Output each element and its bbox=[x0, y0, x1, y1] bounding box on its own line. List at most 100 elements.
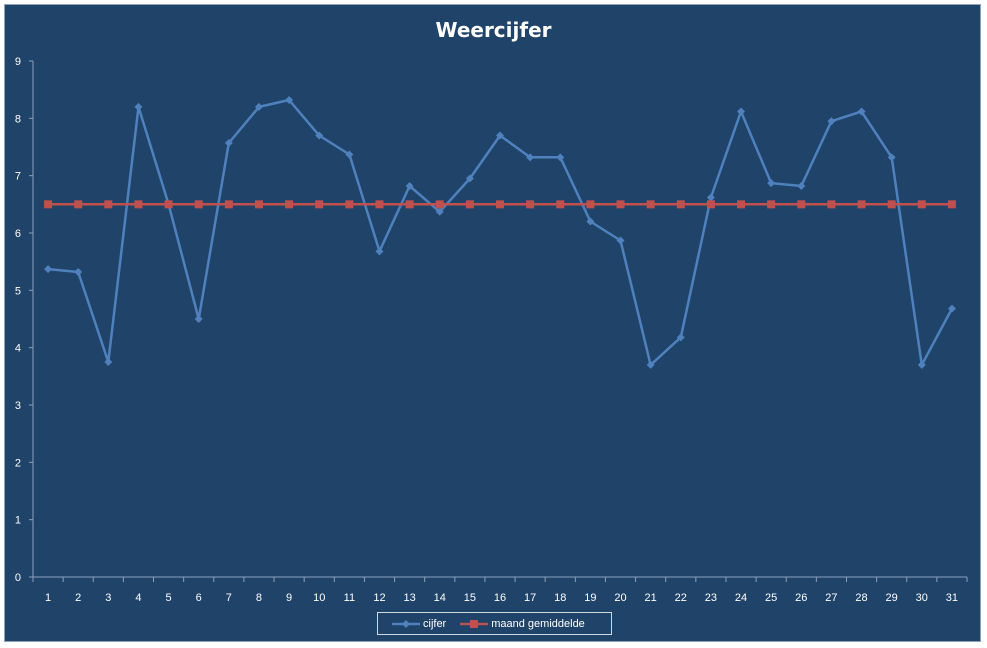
x-tick-label: 20 bbox=[614, 592, 626, 604]
data-point bbox=[737, 107, 746, 116]
data-point bbox=[104, 200, 113, 209]
x-tick-label: 24 bbox=[735, 592, 747, 604]
data-point bbox=[375, 200, 384, 209]
data-point bbox=[556, 153, 565, 162]
data-point bbox=[285, 95, 294, 104]
data-point bbox=[405, 200, 414, 209]
data-point bbox=[254, 102, 263, 111]
data-point bbox=[857, 200, 866, 209]
chart-title: Weercijfer bbox=[435, 18, 552, 42]
data-point bbox=[375, 247, 384, 256]
y-tick-label: 7 bbox=[15, 171, 21, 183]
chart-area bbox=[4, 4, 981, 642]
y-tick-label: 8 bbox=[15, 113, 21, 125]
data-point bbox=[104, 358, 113, 366]
y-tick-label: 4 bbox=[15, 343, 21, 355]
data-point bbox=[586, 217, 595, 226]
data-point bbox=[947, 304, 956, 313]
legend-label-cijfer: cijfer bbox=[423, 617, 447, 630]
data-point bbox=[526, 153, 535, 162]
x-tick-label: 1 bbox=[45, 592, 51, 604]
x-tick-label: 16 bbox=[494, 592, 506, 604]
data-point bbox=[194, 200, 203, 209]
data-point bbox=[74, 267, 83, 276]
data-point bbox=[496, 200, 504, 209]
x-tick-label: 28 bbox=[855, 592, 867, 604]
x-tick-label: 4 bbox=[135, 592, 141, 604]
data-point bbox=[224, 138, 233, 147]
x-tick-label: 7 bbox=[226, 592, 232, 604]
data-point bbox=[917, 360, 926, 369]
data-point bbox=[767, 179, 776, 188]
x-tick-label: 31 bbox=[946, 592, 958, 604]
data-point bbox=[74, 200, 83, 209]
legend-item-cijfer: cijfer bbox=[392, 618, 446, 630]
data-point bbox=[315, 200, 324, 209]
data-point bbox=[706, 193, 715, 202]
data-point bbox=[887, 200, 896, 209]
data-point bbox=[646, 360, 655, 369]
x-tick-label: 14 bbox=[434, 592, 446, 604]
data-point bbox=[44, 200, 53, 209]
legend-swatch-maand-gemiddelde bbox=[460, 619, 489, 628]
x-tick-label: 3 bbox=[105, 592, 111, 604]
data-point bbox=[616, 200, 625, 209]
data-point bbox=[737, 200, 746, 209]
data-point bbox=[676, 200, 685, 209]
data-point bbox=[767, 200, 776, 209]
data-point bbox=[586, 200, 595, 209]
data-point bbox=[857, 107, 866, 116]
legend: cijfer maand gemiddelde bbox=[377, 612, 612, 635]
data-point bbox=[164, 200, 173, 209]
legend-item-maand-gemiddelde: maand gemiddelde bbox=[460, 618, 585, 630]
data-point bbox=[887, 153, 896, 162]
x-tick-label: 17 bbox=[524, 592, 536, 604]
data-point bbox=[465, 174, 474, 183]
data-point bbox=[947, 200, 956, 209]
x-tick-label: 27 bbox=[825, 592, 837, 604]
x-tick-label: 9 bbox=[286, 592, 292, 604]
x-tick-label: 18 bbox=[554, 592, 566, 604]
data-point bbox=[435, 207, 444, 216]
x-tick-label: 21 bbox=[645, 592, 657, 604]
data-point bbox=[676, 333, 685, 342]
data-point bbox=[435, 200, 444, 209]
legend-swatch-cijfer bbox=[392, 619, 420, 628]
x-tick-label: 15 bbox=[464, 592, 476, 604]
x-tick-label: 8 bbox=[256, 592, 262, 604]
data-point bbox=[917, 200, 926, 209]
data-point bbox=[44, 265, 53, 274]
y-tick-label: 9 bbox=[15, 56, 21, 68]
data-point bbox=[345, 200, 354, 209]
data-point bbox=[405, 181, 414, 190]
data-point bbox=[827, 200, 836, 209]
legend-label-maand-gemiddelde: maand gemiddelde bbox=[491, 617, 585, 630]
data-point bbox=[646, 200, 655, 209]
data-point bbox=[526, 200, 535, 209]
y-tick-label: 1 bbox=[15, 515, 21, 527]
x-tick-label: 6 bbox=[196, 592, 202, 604]
data-point bbox=[797, 181, 806, 190]
data-point bbox=[315, 131, 324, 140]
data-point bbox=[706, 200, 715, 209]
x-tick-label: 2 bbox=[75, 592, 81, 604]
x-tick-label: 12 bbox=[373, 592, 385, 604]
x-tick-label: 10 bbox=[313, 592, 325, 604]
data-point bbox=[254, 200, 263, 209]
x-tick-label: 19 bbox=[584, 592, 596, 604]
x-tick-label: 13 bbox=[403, 592, 415, 604]
data-point bbox=[465, 200, 474, 209]
x-tick-label: 25 bbox=[765, 592, 777, 604]
x-tick-label: 26 bbox=[795, 592, 807, 604]
data-point bbox=[224, 200, 233, 209]
data-point bbox=[194, 315, 203, 323]
data-point bbox=[345, 150, 354, 159]
data-point bbox=[556, 200, 565, 209]
x-tick-label: 29 bbox=[886, 592, 898, 604]
x-tick-label: 22 bbox=[675, 592, 687, 604]
x-tick-label: 11 bbox=[344, 592, 355, 604]
data-point bbox=[134, 102, 143, 111]
data-point bbox=[285, 200, 294, 209]
y-tick-label: 6 bbox=[15, 228, 21, 240]
